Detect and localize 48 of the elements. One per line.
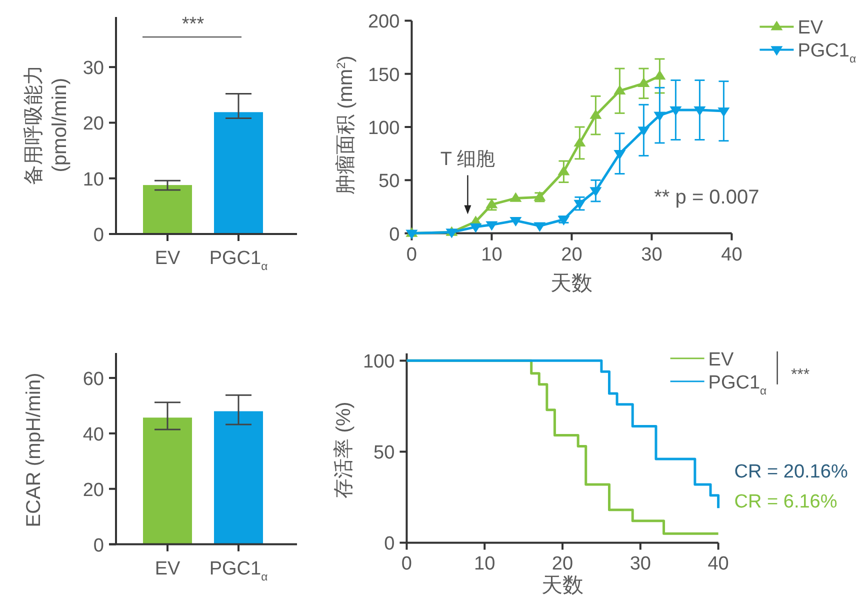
y-tick-label: 30 — [82, 58, 104, 80]
y-tick-label: 150 — [368, 64, 400, 86]
text: CR = 6.16% — [734, 492, 838, 513]
x-tick-label: 30 — [641, 244, 662, 266]
x-tick-label: PGC1$_{α}$ — [209, 558, 268, 584]
y-tick-label: 0 — [384, 534, 395, 555]
y-axis-title: 存活率 (%) — [333, 402, 355, 498]
y-tick-label: 200 — [368, 12, 400, 33]
y-tick-label: 50 — [374, 442, 395, 464]
x-tick-label: 30 — [630, 554, 651, 575]
y-tick-label: 100 — [368, 118, 400, 139]
x-tick-label: EV — [154, 558, 180, 580]
x-tick-label: 10 — [481, 244, 502, 266]
y-tick-label: 100 — [362, 352, 395, 373]
x-axis-title: 天数 — [550, 272, 593, 295]
text: *** — [790, 366, 810, 384]
y-tick-label: 0 — [389, 224, 400, 246]
annotation: ** p = 0.007 — [654, 186, 760, 208]
annotation: *** — [182, 14, 205, 35]
y-tick-label: 20 — [82, 480, 104, 501]
y-tick-label: 40 — [82, 424, 104, 446]
x-axis-title: 天数 — [542, 574, 584, 597]
y-tick-label: 50 — [378, 171, 400, 192]
y-tick-label: 20 — [82, 114, 104, 135]
text: CR = 20.16% — [734, 462, 848, 483]
y-axis-title: 备用呼吸能力 (pmol/min) — [23, 65, 71, 185]
annotation: T 细胞 — [440, 149, 495, 170]
legend-label: EV — [708, 349, 734, 370]
x-tick-label: 40 — [708, 554, 729, 575]
legend-item: EV — [670, 349, 734, 370]
y-tick-label: 0 — [93, 225, 104, 246]
legend-item: EV — [760, 18, 824, 39]
x-tick-label: 20 — [561, 244, 582, 266]
y-tick-label: 0 — [93, 535, 104, 556]
x-tick-label: PGC1$_{α}$ — [209, 248, 268, 273]
y-tick-label: 60 — [82, 368, 104, 390]
legend-label: PGC1$_{α}$ — [798, 40, 856, 66]
x-tick-label: 40 — [721, 244, 742, 266]
x-tick-label: 10 — [474, 554, 496, 575]
y-tick-label: 10 — [82, 169, 104, 190]
y-axis-title: ECAR (mpH/min) — [23, 372, 45, 528]
x-tick-label: 20 — [552, 554, 574, 575]
legend-label: EV — [798, 18, 824, 39]
x-tick-label: 0 — [406, 244, 417, 266]
legend-label: PGC1$_{α}$ — [708, 372, 768, 398]
x-tick-label: EV — [154, 248, 180, 269]
legend-item: PGC1$_{α}$ — [760, 40, 856, 66]
legend-item: PGC1$_{α}$ — [670, 372, 767, 398]
